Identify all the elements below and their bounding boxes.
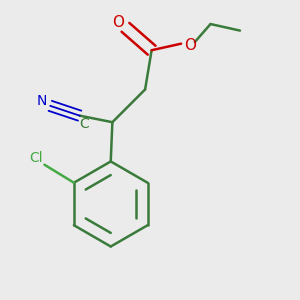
Text: C: C bbox=[80, 117, 89, 131]
Text: O: O bbox=[112, 15, 124, 30]
Text: N: N bbox=[37, 94, 47, 108]
Text: Cl: Cl bbox=[29, 151, 43, 165]
Text: O: O bbox=[184, 38, 196, 53]
